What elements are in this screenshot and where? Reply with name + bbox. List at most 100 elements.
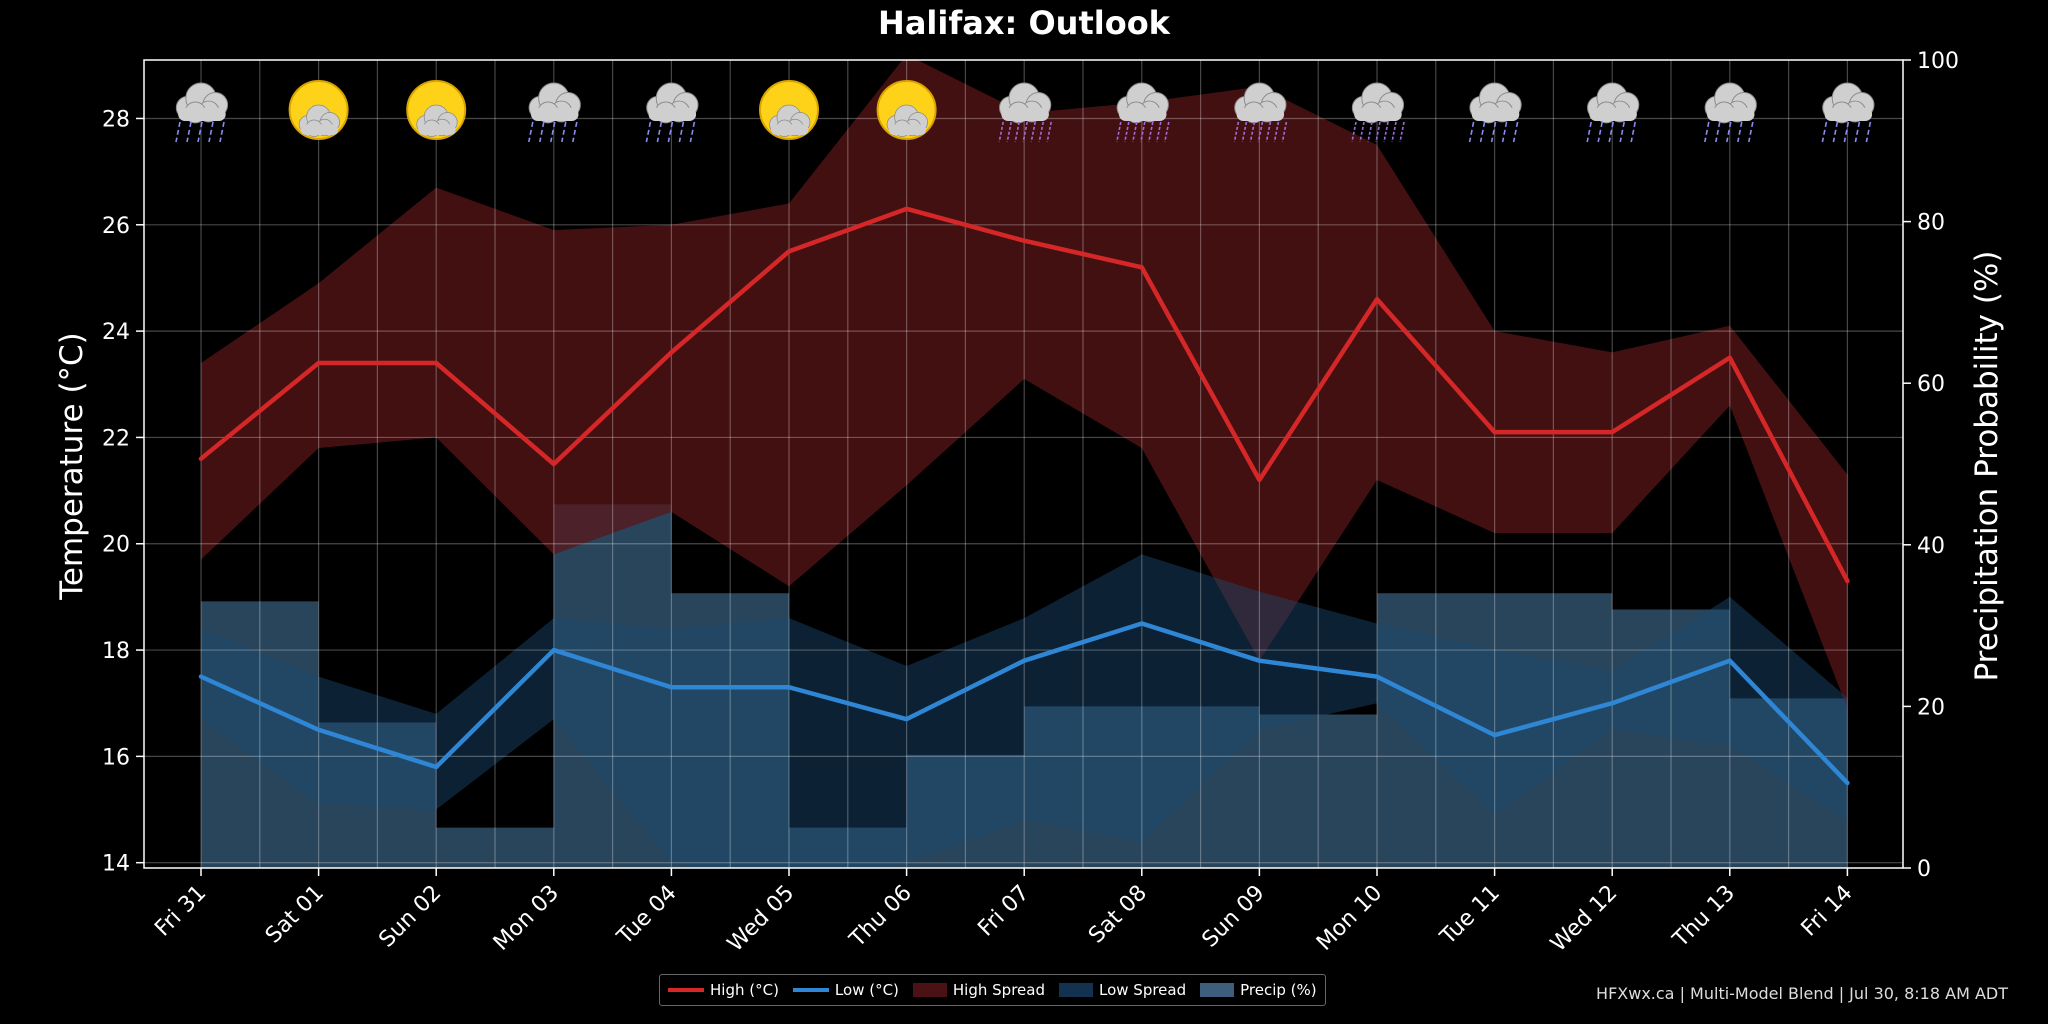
- x-tick-label: Wed 12: [1546, 881, 1622, 957]
- spread-bands-layer: [201, 60, 1848, 868]
- rain-streak: [219, 121, 225, 143]
- x-tick-label: Sun 09: [1198, 881, 1270, 953]
- cloud-shape: [1116, 82, 1169, 124]
- x-tick-label: Fri 07: [973, 881, 1034, 942]
- y2-axis-label: Precipitation Probability (%): [1969, 251, 2005, 682]
- cloud-base: [178, 107, 226, 121]
- x-tick-label: Thu 06: [844, 881, 916, 953]
- y-axis-label: Temperature (°C): [54, 332, 90, 601]
- low-temp-line: [198, 621, 1850, 786]
- rain-icon: [1468, 82, 1522, 143]
- rain-streak: [572, 121, 578, 143]
- legend-swatch-low-spread: [1058, 983, 1093, 997]
- rain-streak: [1501, 121, 1508, 143]
- rain-streak: [1715, 121, 1721, 143]
- rain-streak: [1821, 121, 1828, 143]
- rain-streak: [1014, 121, 1020, 143]
- legend-item-high-spread: High Spread: [912, 981, 1045, 999]
- legend-label-low-spread: Low Spread: [1098, 981, 1187, 999]
- rain-streak: [1038, 121, 1044, 143]
- legend-item-high: High (°C): [668, 981, 779, 999]
- cloud-base: [888, 124, 927, 135]
- cloud-shape: [175, 82, 229, 124]
- rain-streak: [1359, 121, 1365, 143]
- cloud-shape: [1234, 82, 1287, 124]
- rain-streak: [550, 121, 556, 143]
- sun-behind-cloud-icon: [288, 80, 349, 140]
- x-tick-label: Tue 04: [612, 881, 682, 951]
- cloud-shape: [1822, 82, 1875, 124]
- legend-label-low: Low (°C): [834, 981, 899, 999]
- x-tick-label: Tue 11: [1435, 881, 1505, 951]
- heavy-rain-icon: [1351, 82, 1405, 143]
- y-tick-label: 22: [102, 426, 130, 451]
- legend-swatch-high-spread: [912, 983, 947, 997]
- y-tick-label: 26: [102, 214, 130, 239]
- rain-streak: [1241, 121, 1248, 143]
- x-tick-label: Fri 14: [1797, 881, 1858, 942]
- rain-streak: [678, 121, 685, 143]
- y-tick-label: 14: [102, 852, 130, 877]
- rain-streak: [1479, 121, 1486, 143]
- rain-streak: [1030, 121, 1036, 143]
- rain-streak: [1832, 121, 1839, 143]
- legend-item-low: Low (°C): [792, 981, 899, 999]
- rain-icon: [175, 82, 229, 143]
- rain-streak: [1046, 121, 1052, 143]
- rain-streak: [656, 121, 663, 143]
- cloud-base: [1707, 107, 1755, 121]
- cloud-shape: [528, 82, 581, 124]
- legend-item-precip: Precip (%): [1200, 981, 1317, 999]
- rain-streak: [1265, 121, 1272, 143]
- rain-streak: [1619, 121, 1625, 143]
- rain-streak: [1843, 121, 1850, 143]
- rain-icon: [1821, 82, 1875, 143]
- cloud-shape: [999, 82, 1052, 124]
- x-tick-label: Sat 01: [261, 881, 329, 949]
- legend-swatch-precip: [1200, 983, 1235, 997]
- rain-streak: [1468, 121, 1475, 143]
- rain-streak: [1367, 121, 1373, 143]
- cloud-shape: [1469, 82, 1522, 124]
- y-tick-label: 20: [102, 533, 130, 558]
- cloud-base: [1589, 107, 1637, 121]
- y-tick-label: 16: [102, 745, 130, 770]
- y2-tick-label: 100: [1917, 49, 1959, 74]
- x-tick-label: Mon 10: [1312, 881, 1387, 956]
- rain-streak: [1383, 121, 1389, 143]
- sun-behind-cloud-icon: [876, 80, 937, 140]
- x-tick-label: Fri 31: [150, 881, 211, 942]
- rain-icon: [528, 82, 581, 143]
- cloud-base: [1824, 107, 1873, 121]
- y2-tick-label: 60: [1917, 372, 1945, 397]
- x-tick-label: Thu 13: [1668, 881, 1740, 953]
- rain-streak: [1597, 121, 1603, 143]
- rain-streak: [539, 121, 545, 143]
- rain-streak: [208, 121, 214, 143]
- legend-label-high-spread: High Spread: [952, 981, 1045, 999]
- rain-streak: [1116, 121, 1122, 143]
- y2-tick-label: 20: [1917, 695, 1945, 720]
- y2-tick-label: 80: [1917, 211, 1945, 236]
- precip-layer: [201, 504, 1848, 868]
- legend: High (°C) Low (°C) High Spread Low Sprea…: [659, 974, 1326, 1006]
- cloud-shape: [416, 104, 458, 137]
- rain-streak: [1865, 121, 1872, 143]
- weather-icons-layer: [175, 80, 1875, 143]
- rain-streak: [1375, 121, 1381, 143]
- rain-streak: [1257, 121, 1264, 143]
- rain-streak: [1132, 121, 1138, 143]
- legend-label-high: High (°C): [710, 981, 779, 999]
- rain-streak: [1399, 121, 1405, 143]
- rain-streak: [561, 121, 567, 143]
- rain-streak: [1249, 121, 1256, 143]
- rain-streak: [1726, 121, 1732, 143]
- heavy-rain-icon: [1116, 82, 1170, 143]
- x-tick-label: Wed 05: [723, 881, 799, 957]
- cloud-base: [418, 124, 456, 135]
- rain-streak: [1854, 121, 1861, 143]
- rain-streak: [1748, 121, 1754, 143]
- rain-streak: [1512, 121, 1519, 143]
- y-tick-label: 24: [102, 320, 130, 345]
- high-spread-band: [201, 60, 1848, 709]
